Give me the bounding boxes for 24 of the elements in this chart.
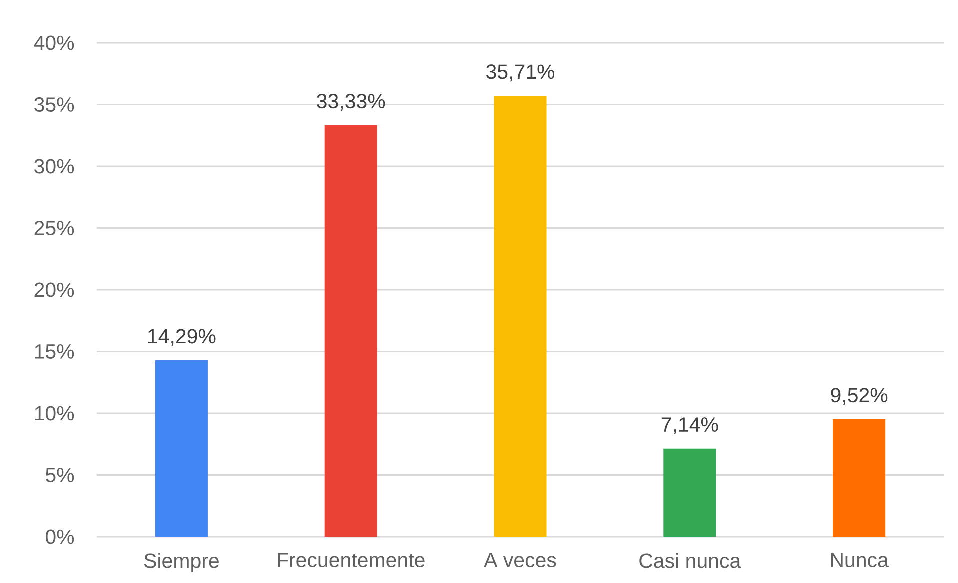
y-tick-label: 25% [34,220,74,236]
y-tick-label: 35% [34,97,74,112]
x-tick-label: Casi nunca [640,553,742,568]
bar [494,96,547,537]
bar [324,125,378,537]
data-label: 33,33% [317,94,386,111]
data-label: 35,71% [486,64,555,82]
bar [833,419,886,537]
y-tick-label: 30% [34,159,74,174]
data-label: 9,52% [831,388,888,406]
bar [155,360,208,537]
y-tick-label: 10% [35,406,74,421]
x-tick-label: Frecuentemente [278,553,425,568]
x-tick-label: Nunca [831,553,889,568]
x-tick-label: Siempre [144,553,219,572]
y-tick-label: 5% [46,468,74,482]
data-label: 14,29% [148,329,216,346]
bar [664,448,716,537]
data-label: 7,14% [662,418,718,434]
y-tick-label: 20% [34,282,74,298]
y-tick-label: 15% [35,344,74,359]
y-tick-label: 40% [34,36,74,50]
y-tick-label: 0% [46,530,74,544]
x-tick-label: A veces [484,553,556,568]
